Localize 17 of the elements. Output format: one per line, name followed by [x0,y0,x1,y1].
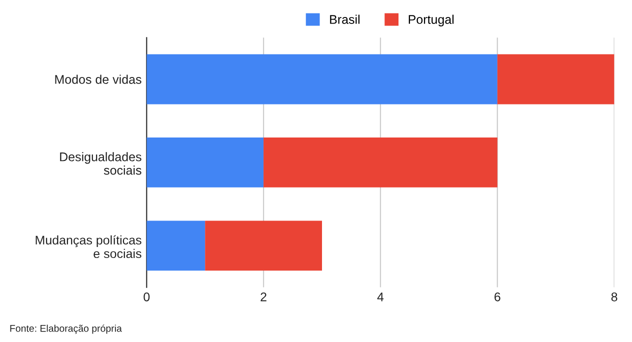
y-tick-label: Modos de vidas [55,74,142,84]
x-tick-label: 6 [494,292,500,302]
bar [264,137,498,188]
x-tick-label: 8 [611,292,618,302]
bar [146,137,264,188]
source-note: Fonte: Elaboração própria [10,324,122,334]
x-tick-label: 4 [377,292,384,302]
bar [146,220,206,271]
x-tick-label: 2 [260,292,266,302]
y-tick-label: Desigualdades sociais [60,152,142,175]
y-tick-label: Mudanças políticas e sociais [36,235,142,258]
bar [146,54,498,104]
legend-label: Portugal [408,14,454,26]
x-tick-label: 0 [144,292,150,302]
bar [205,220,322,271]
bar [497,54,614,104]
legend-label: Brasil [330,14,360,24]
